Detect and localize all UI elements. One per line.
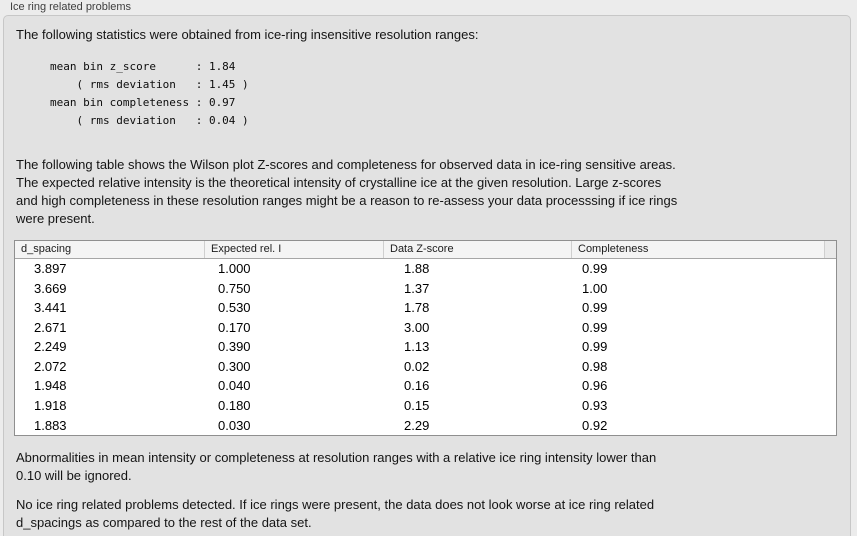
- table-row[interactable]: 2.072 0.300 0.02 0.98: [15, 356, 836, 377]
- table-cell: 0.98: [582, 358, 608, 374]
- table-cell: 3.669: [34, 280, 67, 296]
- stats-block: mean bin z_score : 1.84 ( rms deviation …: [50, 60, 249, 127]
- table-cell: 2.29: [404, 417, 430, 433]
- column-header-d-spacing[interactable]: d_spacing: [21, 243, 72, 255]
- intro-text: The following statistics were obtained f…: [16, 27, 479, 42]
- ice-ring-panel: The following statistics were obtained f…: [3, 15, 851, 536]
- table-header-row: d_spacing Expected rel. I Data Z-score Comp…: [15, 241, 836, 259]
- table-cell: 0.99: [582, 319, 608, 335]
- table-cell: 1.948: [34, 378, 67, 394]
- table-cell: 1.883: [34, 417, 67, 433]
- table-row[interactable]: 3.897 1.000 1.88 0.99: [15, 259, 836, 279]
- table-row[interactable]: 2.249 0.390 1.13 0.99: [15, 337, 836, 357]
- table-cell: 0.390: [218, 339, 251, 355]
- table-cell: 0.96: [582, 378, 608, 394]
- table-cell: 2.671: [34, 319, 67, 335]
- groupbox-title: Ice ring related problems: [10, 1, 132, 13]
- table-cell: 0.030: [218, 417, 251, 433]
- column-header-data-z-score[interactable]: Data Z-score: [383, 241, 571, 258]
- table-cell: 1.00: [582, 280, 608, 296]
- note-text: Abnormalities in mean intensity or compl…: [16, 450, 657, 483]
- table-cell: 0.99: [582, 339, 608, 355]
- table-cell: 0.15: [404, 397, 430, 413]
- column-header-completeness[interactable]: Completeness: [571, 241, 824, 258]
- table-cell: 1.13: [404, 339, 430, 355]
- table-cell: 0.93: [582, 397, 608, 413]
- column-header-expected-rel-i[interactable]: Expected rel. I: [204, 241, 383, 258]
- table-cell: 0.300: [218, 358, 251, 374]
- table-cell: 0.99: [582, 300, 608, 316]
- table-row[interactable]: 1.883 0.030 2.29 0.92: [15, 415, 836, 436]
- table-row[interactable]: 3.669 0.750 1.37 1.00: [15, 278, 836, 299]
- table-cell: 0.99: [582, 261, 608, 276]
- table-cell: 3.441: [34, 300, 67, 316]
- table-cell: 1.78: [404, 300, 430, 316]
- table-row[interactable]: 1.918 0.180 0.15 0.93: [15, 395, 836, 416]
- table-cell: 2.249: [34, 339, 67, 355]
- table-cell: 1.000: [218, 261, 251, 276]
- table-cell: 0.750: [218, 280, 251, 296]
- ice-ring-table: d_spacing Expected rel. I Data Z-score Comp…: [14, 240, 837, 436]
- column-header-filler: [824, 241, 836, 258]
- table-cell: 0.16: [404, 378, 430, 394]
- table-row[interactable]: 2.671 0.170 3.00 0.99: [15, 317, 836, 338]
- table-cell: 0.170: [218, 319, 251, 335]
- table-cell: 0.02: [404, 358, 430, 374]
- table-cell: 0.530: [218, 300, 251, 316]
- table-cell: 0.040: [218, 378, 251, 394]
- table-cell: 1.918: [34, 397, 67, 413]
- table-row[interactable]: 1.948 0.040 0.16 0.96: [15, 376, 836, 396]
- table-cell: 0.92: [582, 417, 608, 433]
- table-row[interactable]: 3.441 0.530 1.78 0.99: [15, 298, 836, 318]
- description-text: The following table shows the Wilson plo…: [16, 157, 678, 226]
- table-cell: 0.180: [218, 397, 251, 413]
- table-body: 3.897 1.000 1.88 0.99 3.669 0.750 1.37 1.00 3.44…: [15, 259, 836, 436]
- table-cell: 1.37: [404, 280, 430, 296]
- table-cell: 3.897: [34, 261, 67, 276]
- conclusion-text: No ice ring related problems detected. I…: [16, 497, 655, 530]
- table-cell: 3.00: [404, 319, 430, 335]
- table-cell: 1.88: [404, 261, 430, 276]
- table-cell: 2.072: [34, 358, 67, 374]
